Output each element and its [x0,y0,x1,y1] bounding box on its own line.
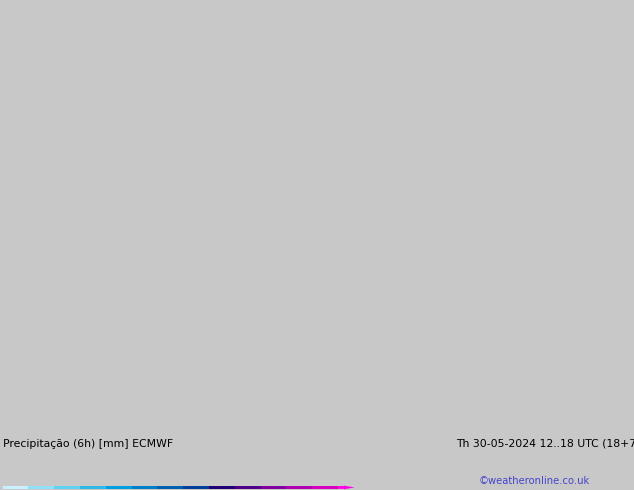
Bar [132,486,157,489]
Bar [235,486,261,489]
Bar [209,486,235,489]
Text: ©weatheronline.co.uk: ©weatheronline.co.uk [479,476,590,486]
Bar [29,486,54,489]
Bar [183,486,209,489]
Text: Th 30-05-2024 12..18 UTC (18+72): Th 30-05-2024 12..18 UTC (18+72) [456,439,634,449]
Bar [80,486,106,489]
Bar [287,486,312,489]
Bar [157,486,183,489]
Text: Precipitação (6h) [mm] ECMWF: Precipitação (6h) [mm] ECMWF [3,439,172,449]
Bar [312,486,338,489]
Bar [54,486,80,489]
Bar [3,486,29,489]
Bar [106,486,132,489]
FancyArrow shape [338,486,354,490]
Bar [261,486,287,489]
